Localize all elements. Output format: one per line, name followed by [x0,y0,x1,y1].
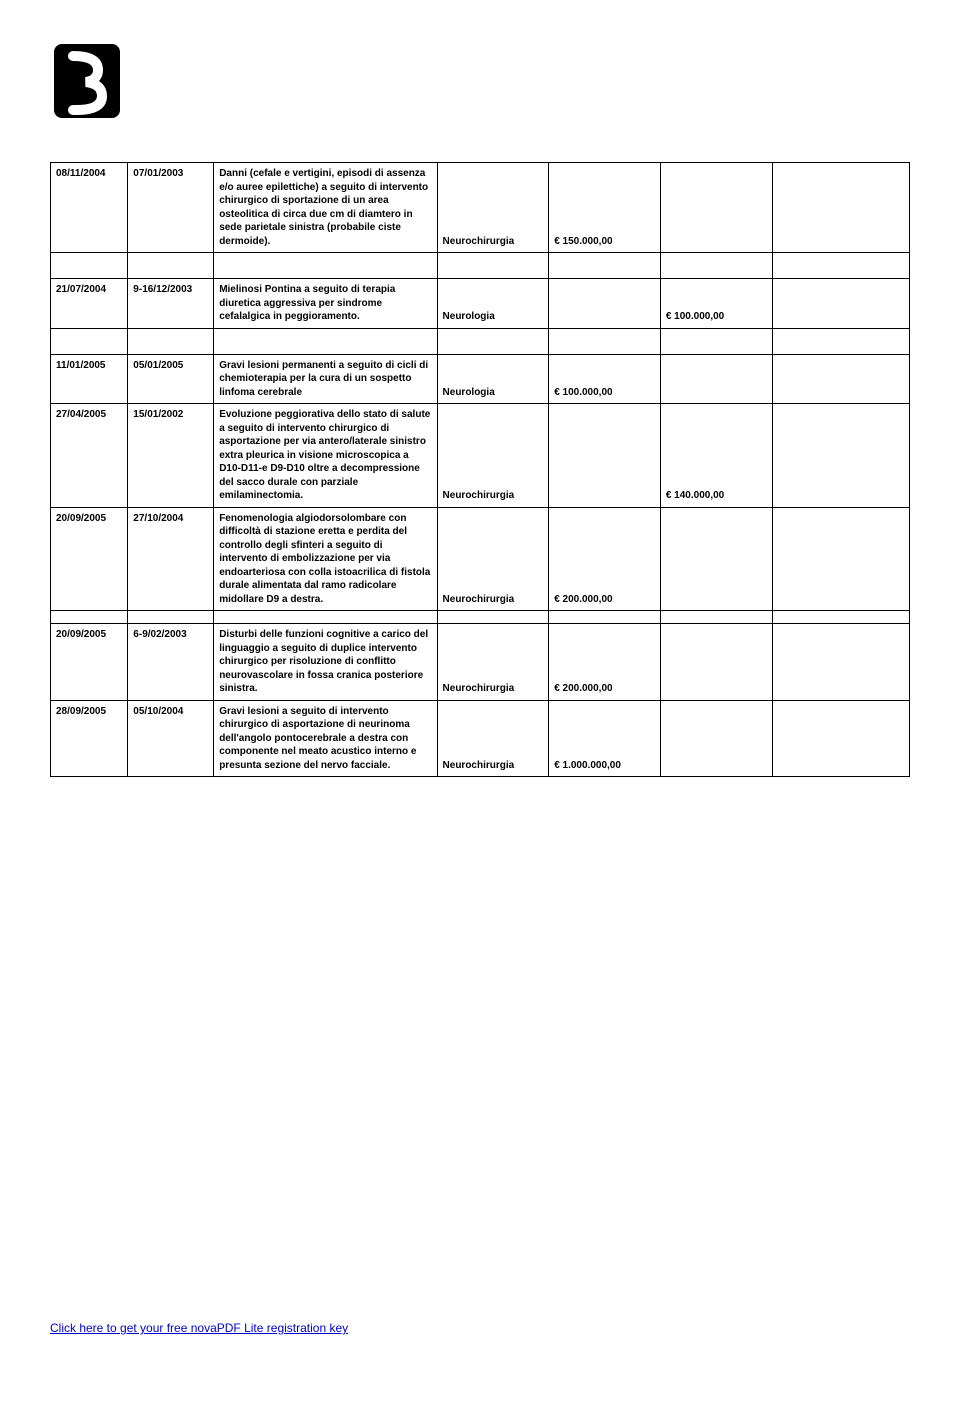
table-row: 27/04/200515/01/2002Evoluzione peggiorat… [51,404,910,508]
spacer-cell [128,611,214,624]
amount-2-cell [660,163,772,253]
amount-2-cell [660,700,772,777]
amount-2-cell [660,507,772,611]
spacer-cell [772,253,910,279]
spacer-cell [660,253,772,279]
description-cell: Fenomenologia algiodorsolombare con diff… [214,507,437,611]
amount-1-cell [549,404,661,508]
specialty-cell: Neurochirurgia [437,507,549,611]
amount-1-cell [549,279,661,329]
date-2-cell: 9-16/12/2003 [128,279,214,329]
spacer-cell [214,328,437,354]
pdf-registration-link[interactable]: Click here to get your free novaPDF Lite… [50,1321,348,1335]
amount-2-cell [660,354,772,404]
spacer-row [51,328,910,354]
spacer-cell [214,611,437,624]
table-row: 11/01/200505/01/2005Gravi lesioni perman… [51,354,910,404]
specialty-cell: Neurologia [437,279,549,329]
specialty-cell: Neurochirurgia [437,624,549,701]
data-table: 08/11/200407/01/2003Danni (cefale e vert… [50,162,910,777]
description-cell: Danni (cefale e vertigini, episodi di as… [214,163,437,253]
amount-1-cell: € 100.000,00 [549,354,661,404]
empty-cell [772,404,910,508]
table-row: 08/11/200407/01/2003Danni (cefale e vert… [51,163,910,253]
spacer-cell [772,611,910,624]
date-1-cell: 28/09/2005 [51,700,128,777]
description-cell: Gravi lesioni permanenti a seguito di ci… [214,354,437,404]
amount-1-cell: € 200.000,00 [549,507,661,611]
date-1-cell: 08/11/2004 [51,163,128,253]
date-1-cell: 27/04/2005 [51,404,128,508]
date-2-cell: 6-9/02/2003 [128,624,214,701]
spacer-cell [437,611,549,624]
amount-2-cell: € 100.000,00 [660,279,772,329]
date-2-cell: 05/01/2005 [128,354,214,404]
spacer-cell [549,611,661,624]
date-1-cell: 11/01/2005 [51,354,128,404]
logo-icon [50,40,124,122]
date-2-cell: 15/01/2002 [128,404,214,508]
table-row: 21/07/20049-16/12/2003Mielinosi Pontina … [51,279,910,329]
date-2-cell: 05/10/2004 [128,700,214,777]
empty-cell [772,354,910,404]
spacer-row [51,253,910,279]
spacer-cell [51,328,128,354]
specialty-cell: Neurochirurgia [437,404,549,508]
empty-cell [772,163,910,253]
empty-cell [772,507,910,611]
footer-link[interactable]: Click here to get your free novaPDF Lite… [50,1321,348,1335]
spacer-cell [549,253,661,279]
spacer-cell [128,253,214,279]
date-1-cell: 21/07/2004 [51,279,128,329]
table-row: 28/09/200505/10/2004Gravi lesioni a segu… [51,700,910,777]
specialty-cell: Neurologia [437,354,549,404]
specialty-cell: Neurochirurgia [437,163,549,253]
spacer-cell [549,328,661,354]
spacer-cell [214,253,437,279]
date-2-cell: 07/01/2003 [128,163,214,253]
amount-1-cell: € 150.000,00 [549,163,661,253]
description-cell: Evoluzione peggiorativa dello stato di s… [214,404,437,508]
amount-2-cell [660,624,772,701]
amount-1-cell: € 1.000.000,00 [549,700,661,777]
date-1-cell: 20/09/2005 [51,507,128,611]
spacer-cell [660,328,772,354]
spacer-cell [660,611,772,624]
spacer-cell [51,611,128,624]
amount-2-cell: € 140.000,00 [660,404,772,508]
empty-cell [772,279,910,329]
description-cell: Gravi lesioni a seguito di intervento ch… [214,700,437,777]
date-2-cell: 27/10/2004 [128,507,214,611]
empty-cell [772,624,910,701]
amount-1-cell: € 200.000,00 [549,624,661,701]
empty-cell [772,700,910,777]
spacer-cell [437,328,549,354]
spacer-cell [437,253,549,279]
table-row: 20/09/20056-9/02/2003Disturbi delle funz… [51,624,910,701]
table-row: 20/09/200527/10/2004Fenomenologia algiod… [51,507,910,611]
spacer-cell [51,253,128,279]
date-1-cell: 20/09/2005 [51,624,128,701]
spacer-cell [128,328,214,354]
description-cell: Mielinosi Pontina a seguito di terapia d… [214,279,437,329]
specialty-cell: Neurochirurgia [437,700,549,777]
description-cell: Disturbi delle funzioni cognitive a cari… [214,624,437,701]
spacer-row [51,611,910,624]
spacer-cell [772,328,910,354]
logo [50,40,910,122]
page: 08/11/200407/01/2003Danni (cefale e vert… [0,0,960,1350]
